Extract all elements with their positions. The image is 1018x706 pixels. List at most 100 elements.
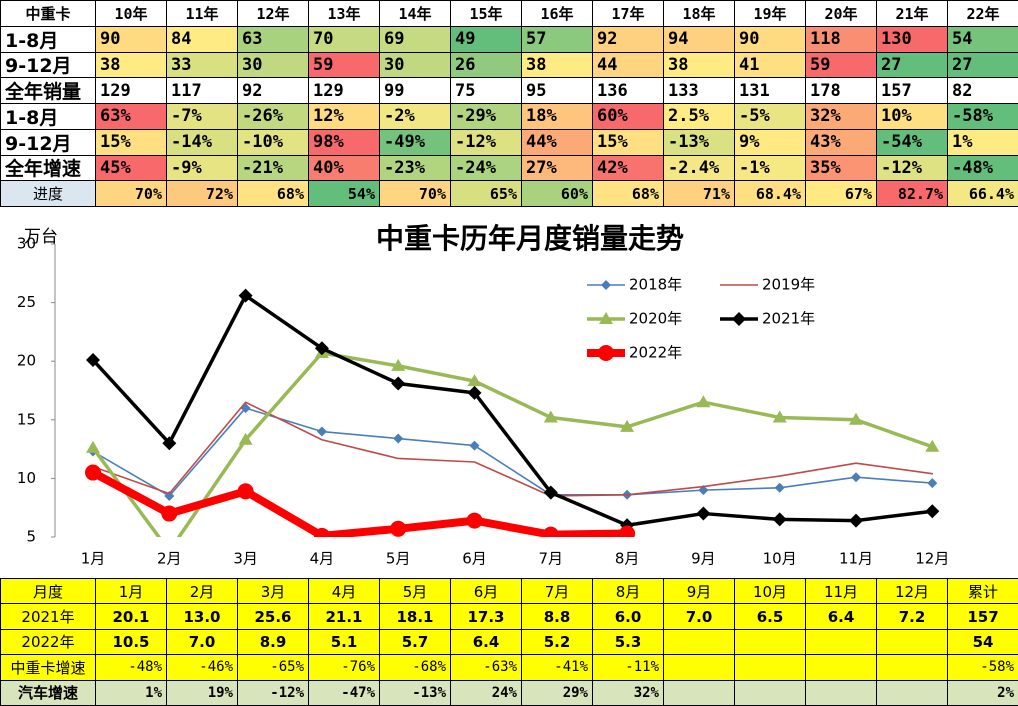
cell: 75 [451, 78, 522, 104]
cell: 41 [735, 52, 806, 79]
header-cell: 7月 [522, 579, 593, 605]
cell: 136 [593, 78, 664, 104]
cell: -13% [664, 129, 735, 156]
cell: 71% [664, 181, 735, 207]
cell: 117 [167, 78, 238, 104]
marker [390, 520, 407, 537]
cell: 6.5 [735, 604, 806, 630]
cell: 18% [522, 104, 593, 130]
cell: 5.3 [593, 629, 664, 656]
legend-label: 2018年 [629, 276, 682, 294]
x-tick-label: 2月 [157, 550, 182, 568]
cell: 21.1 [309, 604, 380, 630]
cell: 157 [948, 604, 1018, 630]
marker [391, 376, 406, 391]
cell: -46% [167, 655, 238, 681]
cell: -12% [451, 129, 522, 156]
marker [162, 436, 177, 451]
y-axis-label: 万台 [24, 227, 58, 247]
cell: -58% [948, 655, 1018, 681]
cell: -13% [380, 680, 451, 706]
cell: 27 [948, 52, 1018, 79]
header-cell: 10年 [96, 1, 167, 27]
marker [467, 374, 482, 387]
cell: 30 [380, 52, 451, 79]
cell: 131 [735, 78, 806, 104]
cell: 70% [96, 181, 167, 207]
series-line [91, 293, 935, 528]
cell [664, 655, 735, 681]
header-cell: 17年 [593, 1, 664, 27]
cell: 35% [806, 155, 877, 182]
header-cell: 13年 [309, 1, 380, 27]
header-cell: 11年 [167, 1, 238, 27]
marker [86, 353, 100, 368]
cell: -48% [96, 655, 167, 681]
cell: 63% [96, 104, 167, 130]
cell: -48% [948, 155, 1018, 182]
cell: -49% [380, 129, 451, 156]
cell: 2.5% [664, 104, 735, 130]
marker [313, 527, 330, 537]
header-cell: 22年 [948, 1, 1018, 27]
y-tick-label: 20 [17, 352, 36, 370]
cell: 92 [238, 78, 309, 104]
marker [85, 464, 101, 481]
cell: -47% [309, 680, 380, 706]
cell: 90 [735, 26, 806, 53]
cell: 26 [451, 52, 522, 79]
header-cell: 18年 [664, 1, 735, 27]
marker [86, 440, 100, 453]
cell: -54% [877, 129, 948, 156]
cell: 13.0 [167, 604, 238, 630]
cell: 69 [380, 26, 451, 53]
marker [772, 512, 787, 527]
cell: 38 [96, 52, 167, 79]
top-table: 中重卡 10年 11年 12年 13年 14年 15年 16年 17年 18年 19年 20年 21年 2… [0, 0, 1018, 207]
x-tick-label: 5月 [386, 550, 411, 568]
header-cell: 8月 [593, 579, 664, 605]
cell: 42% [593, 155, 664, 182]
header-cell: 累计 [948, 579, 1018, 605]
cell: 19% [167, 680, 238, 706]
cell: 94 [664, 26, 735, 53]
cell: 15% [96, 129, 167, 156]
marker [467, 385, 482, 400]
marker [851, 472, 861, 483]
cell: -65% [238, 655, 309, 681]
header-cell: 4月 [309, 579, 380, 605]
x-tick-label: 4月 [310, 550, 335, 568]
bottom-table: 月度 1月 2月 3月 4月 5月 6月 7月 8月 9月 10月 11月 12月 累计 2021年 20.1… [0, 578, 1018, 706]
cell: 27% [522, 155, 593, 182]
cell: -2.4% [664, 155, 735, 182]
cell: 60% [593, 104, 664, 130]
header-cell: 16年 [522, 1, 593, 27]
cell: 9% [735, 129, 806, 156]
cell: 65% [451, 181, 522, 207]
marker [696, 506, 711, 521]
x-tick-label: 8月 [615, 550, 640, 568]
cell: 44 [593, 52, 664, 79]
cell [877, 680, 948, 706]
cell: 130 [877, 26, 948, 53]
header-cell: 12月 [877, 579, 948, 605]
marker [161, 505, 178, 522]
y-tick-label: 25 [17, 293, 36, 311]
cell: -11% [593, 655, 664, 681]
x-tick-label: 11月 [839, 550, 873, 568]
row-label: 2022年 [1, 629, 96, 656]
marker [849, 412, 863, 425]
cell: 30 [238, 52, 309, 79]
header-cell: 19年 [735, 1, 806, 27]
cell [806, 680, 877, 706]
marker [314, 341, 329, 356]
cell: -29% [451, 104, 522, 130]
row-label: 1-8月 [1, 104, 96, 130]
cell: -41% [522, 655, 593, 681]
cell: 59 [309, 52, 380, 79]
marker [772, 410, 787, 423]
cell: 43% [806, 129, 877, 156]
cell: 18.1 [380, 604, 451, 630]
cell: 8.8 [522, 604, 593, 630]
